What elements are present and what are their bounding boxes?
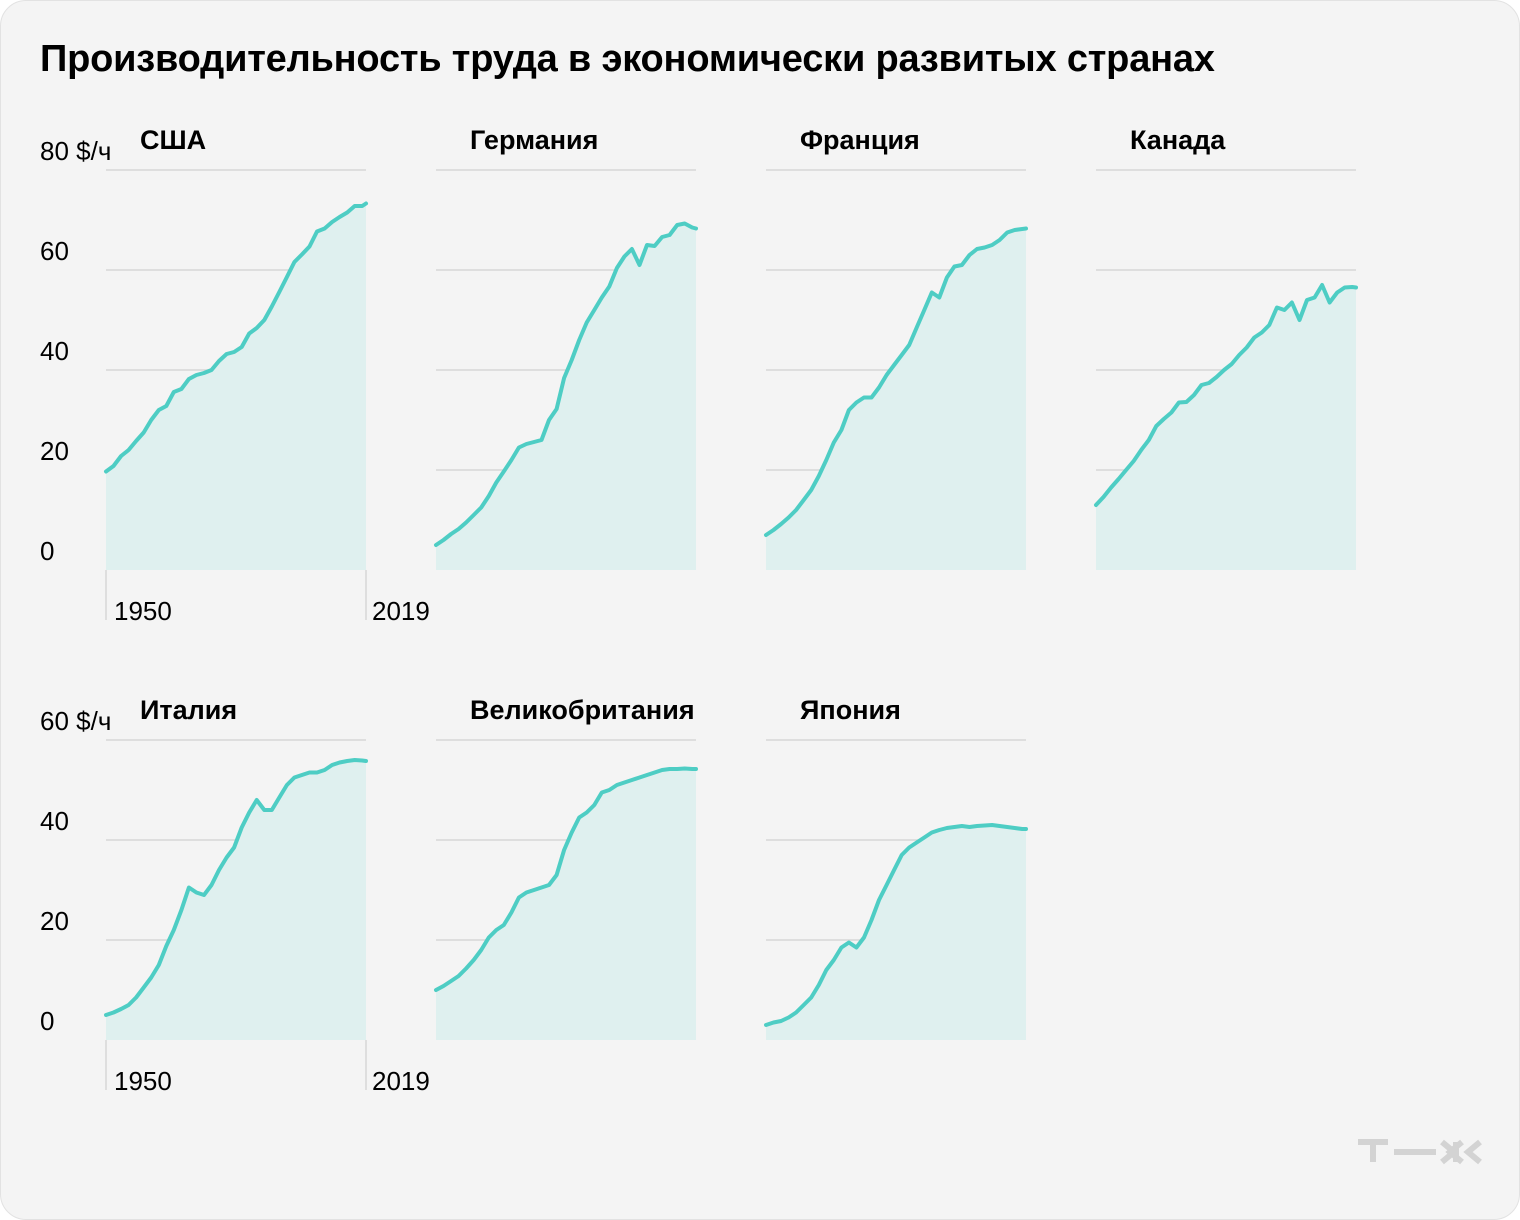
series-area [436, 768, 696, 1040]
series-area [1096, 285, 1356, 570]
series-line [104, 201, 368, 474]
panel-title: Германия [470, 125, 598, 155]
series-line [104, 758, 368, 1017]
series-line [434, 221, 698, 547]
y-tick-label: 60 [40, 236, 69, 266]
y-tick-label: 40 [40, 336, 69, 366]
y-tick-label: 0 [40, 1006, 54, 1036]
panel-title: Япония [800, 695, 901, 725]
panel-title: Канада [1130, 125, 1226, 155]
series-line [764, 226, 1028, 537]
y-tick-label: 80 $/ч [40, 136, 111, 166]
x-tick-label: 2019 [372, 1066, 430, 1096]
series-area [766, 825, 1026, 1040]
series-area [106, 760, 366, 1040]
series-line [434, 766, 698, 992]
y-tick-label: 60 $/ч [40, 706, 111, 736]
panel-title: Франция [800, 125, 920, 155]
panel-title: США [140, 125, 206, 155]
y-tick-label: 0 [40, 536, 54, 566]
y-tick-label: 20 [40, 906, 69, 936]
y-tick-label: 20 [40, 436, 69, 466]
panel-title: Италия [140, 695, 237, 725]
series-area [766, 228, 1026, 570]
series-line [764, 823, 1028, 1027]
series-line [1094, 283, 1358, 507]
series-area [436, 223, 696, 570]
x-tick-label: 1950 [114, 1066, 172, 1096]
x-tick-label: 1950 [114, 596, 172, 626]
panel-title: Великобритания [470, 695, 695, 725]
x-tick-label: 2019 [372, 596, 430, 626]
tzh-logo [1358, 1139, 1482, 1165]
chart-title: Производительность труда в экономически … [40, 38, 1215, 80]
series-area [106, 203, 366, 570]
y-tick-label: 40 [40, 806, 69, 836]
